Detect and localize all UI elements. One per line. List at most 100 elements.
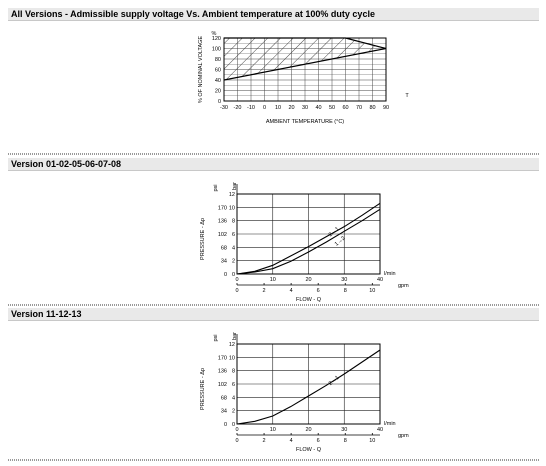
y-secondary-tick-label: 8	[232, 219, 235, 225]
y-primary-tick-label: 136	[218, 369, 227, 375]
y-primary-tick-label: 170	[218, 205, 227, 211]
y-secondary-tick-label: 6	[232, 382, 235, 388]
y-primary-tick-label: 34	[221, 259, 227, 265]
x-secondary-tick-label: 0	[235, 438, 238, 444]
y-secondary-tick-label: 10	[229, 205, 235, 211]
section-title: Version 01-02-05-06-07-08	[11, 159, 122, 169]
x-tick-label: 60	[342, 105, 348, 111]
x-primary-tick-label: 0	[235, 427, 238, 433]
x-secondary-tick-label: 6	[317, 288, 320, 294]
y-secondary-tick-label: 6	[232, 232, 235, 238]
x-primary-unit: l/min	[384, 271, 396, 277]
y-tick-label: 60	[215, 68, 221, 74]
x-secondary-tick-label: 8	[344, 288, 347, 294]
y-axis-title: % OF NOMINAL VOLTAGE	[198, 36, 204, 103]
x-primary-tick-label: 20	[305, 277, 311, 283]
section-title: All Versions - Admissible supply voltage…	[11, 9, 375, 19]
x-primary-tick-label: 30	[341, 427, 347, 433]
x-secondary-tick-label: 2	[263, 438, 266, 444]
y-secondary-tick-label: 12	[229, 342, 235, 348]
plot-frame	[236, 343, 381, 425]
x-tick-label: -10	[247, 105, 255, 111]
x-primary-tick-label: 10	[270, 277, 276, 283]
y-tick-label: 100	[212, 47, 221, 53]
y-unit-label: %	[212, 31, 217, 37]
y-secondary-tick-label: 0	[232, 272, 235, 278]
y-secondary-tick-label: 8	[232, 369, 235, 375]
section-header-version-b: Version 11-12-13	[8, 308, 539, 321]
section-title: Version 11-12-13	[11, 309, 82, 319]
x-tick-label: 30	[302, 105, 308, 111]
x-tick-label: 80	[369, 105, 375, 111]
x-secondary-unit: gpm	[398, 433, 409, 439]
x-secondary-tick-label: 0	[235, 288, 238, 294]
y-primary-tick-label: 34	[221, 409, 227, 415]
x-tick-label: -30	[220, 105, 228, 111]
section-header-voltage: All Versions - Admissible supply voltage…	[8, 8, 539, 21]
series-line-lower	[223, 47, 387, 81]
y-primary-tick-label: 0	[224, 272, 227, 278]
x-secondary-tick-label: 8	[344, 438, 347, 444]
y-secondary-tick-label: 12	[229, 192, 235, 198]
x-axis-title: AMBIENT TEMPERATURE (°C)	[266, 119, 344, 125]
x-axis-title: FLOW - Q	[296, 447, 322, 453]
y-tick-label: 0	[218, 99, 221, 105]
x-tick-label: 0	[263, 105, 266, 111]
y-primary-unit: psi	[213, 184, 219, 191]
x-primary-tick-label: 20	[305, 427, 311, 433]
y-axis-title: PRESSURE - Δp	[200, 368, 206, 410]
y-primary-tick-label: 0	[224, 422, 227, 428]
x-tick-label: 70	[356, 105, 362, 111]
series-label: 2→1	[328, 375, 341, 387]
y-primary-unit: psi	[213, 334, 219, 341]
y-tick-label: 120	[212, 36, 221, 42]
plot-frame	[236, 193, 381, 275]
x-tick-label: 20	[288, 105, 294, 111]
x-primary-tick-label: 10	[270, 427, 276, 433]
x-primary-tick-label: 40	[377, 277, 383, 283]
section-header-version-a: Version 01-02-05-06-07-08	[8, 158, 539, 171]
x-primary-tick-label: 40	[377, 427, 383, 433]
y-secondary-tick-label: 4	[232, 395, 235, 401]
x-tick-label: 10	[275, 105, 281, 111]
y-primary-tick-label: 136	[218, 219, 227, 225]
series-line-upper	[224, 37, 387, 50]
y-tick-label: 40	[215, 78, 221, 84]
y-secondary-tick-label: 0	[232, 422, 235, 428]
x-secondary-tick-label: 10	[369, 288, 375, 294]
x-secondary-tick-label: 2	[263, 288, 266, 294]
y-tick-label: 20	[215, 89, 221, 95]
series-line-2	[236, 208, 381, 275]
x-tick-label: 90	[383, 105, 389, 111]
y-secondary-tick-label: 2	[232, 409, 235, 415]
y-primary-tick-label: 68	[221, 245, 227, 251]
x-secondary-tick-label: 4	[290, 288, 293, 294]
x-secondary-tick-label: 10	[369, 438, 375, 444]
y-tick-label: 80	[215, 57, 221, 63]
y-primary-tick-label: 68	[221, 395, 227, 401]
y-secondary-tick-label: 10	[229, 355, 235, 361]
y-primary-tick-label: 102	[218, 232, 227, 238]
x-secondary-unit: gpm	[398, 283, 409, 289]
y-primary-tick-label: 170	[218, 355, 227, 361]
section-divider	[8, 153, 539, 155]
y-primary-tick-label: 102	[218, 382, 227, 388]
y-axis-title: PRESSURE - Δp	[200, 218, 206, 260]
x-tick-label: -20	[234, 105, 242, 111]
y-secondary-unit: bar	[232, 182, 238, 190]
x-secondary-tick-label: 4	[290, 438, 293, 444]
x-primary-unit: l/min	[384, 421, 396, 427]
x-tick-label: 50	[329, 105, 335, 111]
series-line-1	[236, 202, 381, 275]
x-axis-title: FLOW - Q	[296, 297, 322, 303]
x-unit-label: T	[405, 93, 409, 99]
voltage-temperature-chart: -30 -20 -10 0 10 20 30 40 50 60 70 80 90 0 20 40 60 80 100…	[198, 31, 409, 125]
x-tick-label: 40	[315, 105, 321, 111]
section-divider	[8, 459, 539, 461]
x-primary-tick-label: 0	[235, 277, 238, 283]
y-secondary-tick-label: 4	[232, 245, 235, 251]
section-divider	[8, 304, 539, 306]
x-secondary-tick-label: 6	[317, 438, 320, 444]
